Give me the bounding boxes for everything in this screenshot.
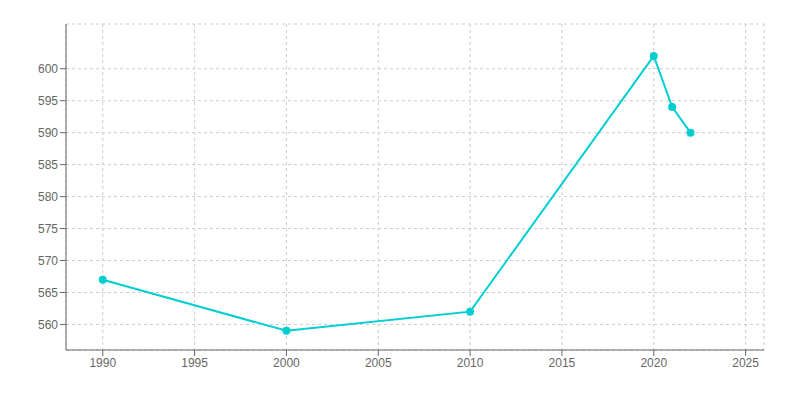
- svg-text:2005: 2005: [365, 356, 392, 370]
- svg-text:580: 580: [38, 190, 58, 204]
- svg-text:595: 595: [38, 94, 58, 108]
- svg-text:560: 560: [38, 318, 58, 332]
- svg-text:2010: 2010: [457, 356, 484, 370]
- svg-text:1990: 1990: [89, 356, 116, 370]
- svg-text:575: 575: [38, 222, 58, 236]
- svg-text:590: 590: [38, 126, 58, 140]
- svg-text:2015: 2015: [549, 356, 576, 370]
- svg-text:565: 565: [38, 286, 58, 300]
- svg-text:570: 570: [38, 254, 58, 268]
- svg-text:2025: 2025: [732, 356, 759, 370]
- svg-text:2020: 2020: [640, 356, 667, 370]
- svg-text:600: 600: [38, 62, 58, 76]
- svg-text:1995: 1995: [181, 356, 208, 370]
- svg-text:585: 585: [38, 158, 58, 172]
- svg-text:2000: 2000: [273, 356, 300, 370]
